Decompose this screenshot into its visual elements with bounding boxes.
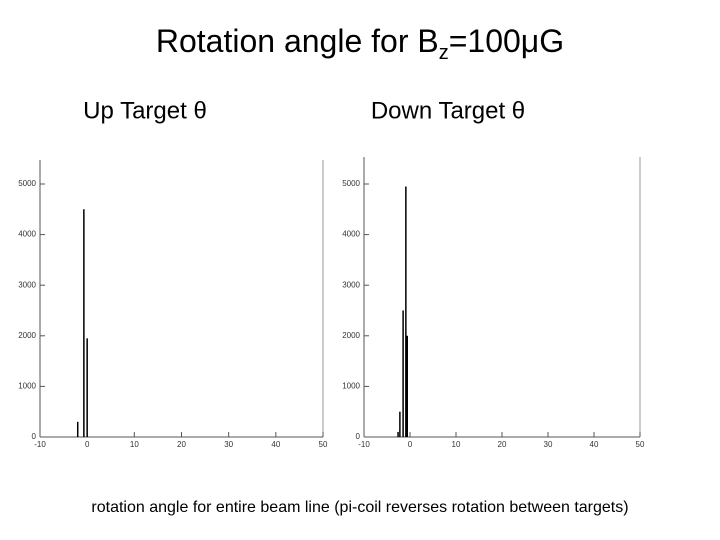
x-tick-label: 10 xyxy=(452,440,461,449)
y-tick-label: 4000 xyxy=(18,230,36,239)
x-tick-label: 10 xyxy=(130,440,139,449)
y-tick-label: 0 xyxy=(356,432,361,441)
y-tick-label: 5000 xyxy=(18,179,36,188)
y-tick-label: 2000 xyxy=(18,331,36,340)
x-tick-label: 40 xyxy=(271,440,280,449)
title-part: =100μG xyxy=(449,23,564,59)
y-tick-label: 3000 xyxy=(342,280,360,289)
x-tick-label: 50 xyxy=(319,440,328,449)
x-tick-label: -10 xyxy=(358,440,370,449)
x-tick-label: 0 xyxy=(85,440,90,449)
x-tick-label: 20 xyxy=(498,440,507,449)
y-tick-label: 1000 xyxy=(18,382,36,391)
y-tick-label: 4000 xyxy=(342,230,360,239)
y-tick-label: 1000 xyxy=(342,382,360,391)
x-tick-label: -10 xyxy=(34,440,46,449)
panel-title: Up Target θ xyxy=(83,97,207,124)
caption: rotation angle for entire beam line (pi-… xyxy=(91,499,628,516)
x-tick-label: 30 xyxy=(224,440,233,449)
x-tick-label: 40 xyxy=(590,440,599,449)
title-part: Rotation angle for B xyxy=(156,23,439,59)
x-tick-label: 0 xyxy=(408,440,413,449)
y-tick-label: 3000 xyxy=(18,280,36,289)
y-tick-label: 0 xyxy=(32,432,37,441)
x-tick-label: 20 xyxy=(177,440,186,449)
x-tick-label: 50 xyxy=(636,440,645,449)
y-tick-label: 5000 xyxy=(342,179,360,188)
slide-title: Rotation angle for Bz=100μG xyxy=(156,23,564,64)
panel-title: Down Target θ xyxy=(371,97,525,124)
x-tick-label: 30 xyxy=(544,440,553,449)
title-subscript: z xyxy=(439,42,449,64)
y-tick-label: 2000 xyxy=(342,331,360,340)
